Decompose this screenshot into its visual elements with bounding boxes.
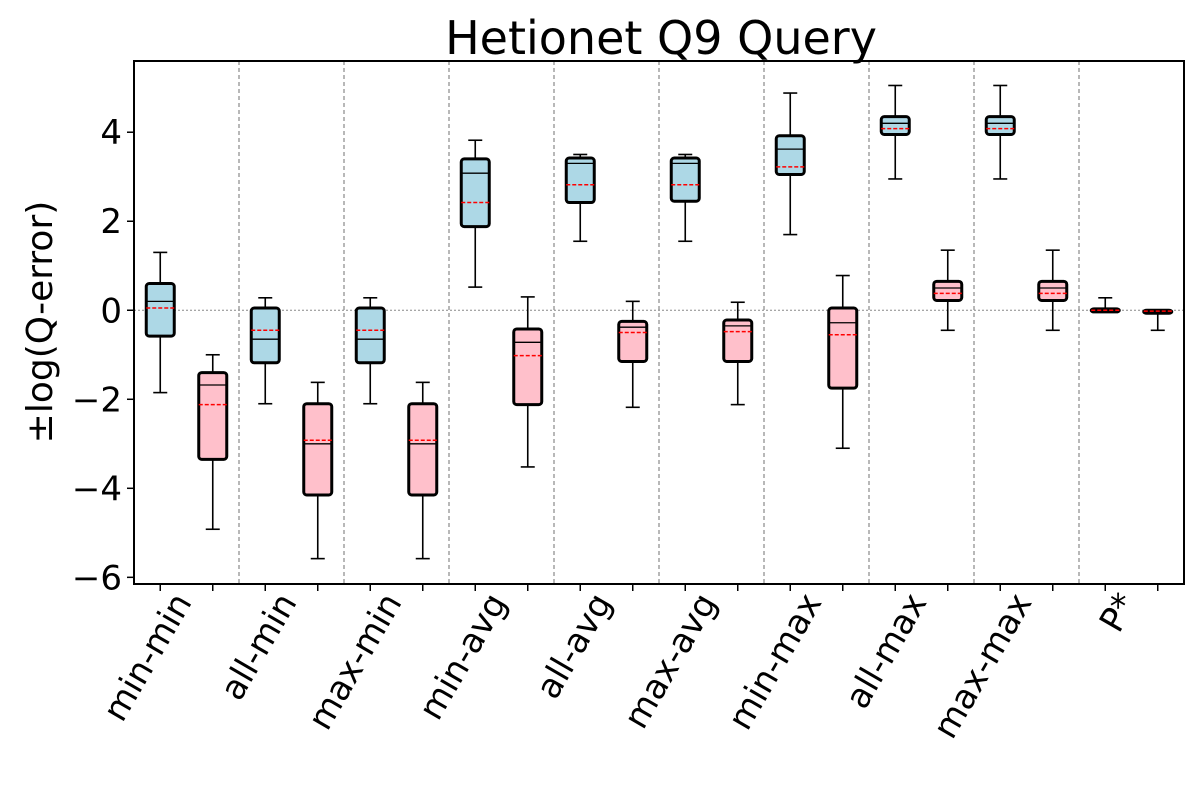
y-tick-label: −6 [72,558,122,598]
iqr-box [407,402,439,497]
x-category-label: min-min [95,587,200,729]
iqr-box [354,306,386,365]
box-all-min-series-1 [249,296,281,405]
box-all-avg-series-1 [564,153,596,243]
box-max-max-series-1 [984,84,1016,180]
x-category-label: all-avg [528,587,620,706]
x-category-label: max-avg [616,587,725,736]
y-tick-label: 4 [100,113,122,153]
box-max-avg-series-2 [722,301,754,406]
iqr-box [932,279,964,302]
x-category-label: min-avg [411,587,515,727]
iqr-box [564,156,596,205]
chart-title: Hetionet Q9 Query [445,11,877,65]
iqr-box [249,306,281,365]
iqr-box [1037,279,1069,302]
x-category-label: max-max [925,587,1040,746]
iqr-box [984,115,1016,136]
iqr-box [197,371,229,461]
box-all-max-series-2 [932,249,964,332]
box-min-min-series-1 [144,251,176,394]
box-max-min-series-2 [407,381,439,560]
box-P*-series-2 [1142,308,1174,332]
box-all-min-series-2 [302,381,334,560]
x-category-label: all-max [838,587,936,716]
box-max-min-series-1 [354,296,386,405]
box-min-avg-series-2 [512,296,544,468]
box-all-avg-series-2 [617,300,649,409]
box-P*-series-1 [1089,296,1121,314]
x-category-label: P* [1092,587,1145,639]
iqr-box [774,134,806,177]
x-category-label: max-min [300,587,410,737]
box-min-max-series-2 [827,274,859,450]
box-min-max-series-1 [774,92,806,236]
x-category-label: all-min [213,587,306,708]
iqr-box [512,327,544,407]
box-min-min-series-2 [197,353,229,531]
iqr-box [827,306,859,390]
iqr-box [302,402,334,497]
box-max-max-series-2 [1037,249,1069,332]
iqr-box [144,282,176,338]
plot-frame [133,60,1185,585]
y-tick-label: −2 [72,380,122,420]
y-tick-label: 2 [100,202,122,242]
iqr-box [617,319,649,363]
box-min-avg-series-1 [459,139,491,288]
iqr-box [722,318,754,363]
box-max-avg-series-1 [669,153,701,243]
iqr-box [669,156,701,203]
iqr-box [879,115,911,136]
y-tick-label: 0 [100,291,122,331]
box-all-max-series-1 [879,84,911,180]
y-axis-label: ±log(Q-error) [20,201,61,444]
y-tick-label: −4 [72,469,122,509]
x-category-label: min-max [720,587,830,737]
iqr-box [459,157,491,229]
